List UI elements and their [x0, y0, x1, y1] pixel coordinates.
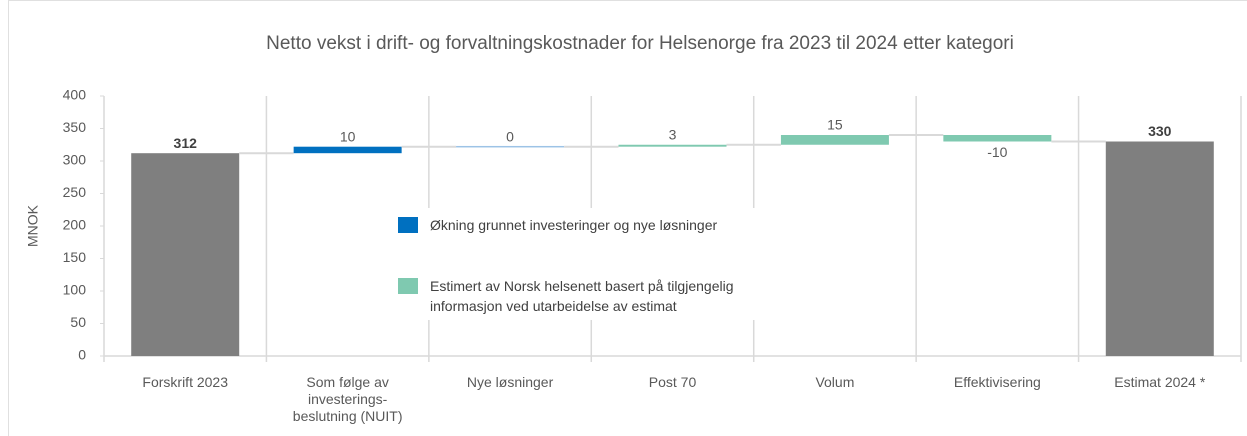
y-tick-label: 200 — [63, 217, 87, 233]
y-tick-label: 100 — [63, 282, 87, 298]
value-label: -10 — [987, 144, 1007, 160]
y-tick-label: 400 — [63, 87, 87, 103]
legend-label: Økning grunnet investeringer og nye løsn… — [430, 217, 718, 233]
y-tick-label: 300 — [63, 152, 87, 168]
value-label: 15 — [827, 117, 843, 133]
value-label: 312 — [174, 135, 198, 151]
x-tick-label: Forskrift 2023 — [142, 374, 228, 390]
bar — [943, 135, 1052, 142]
bar — [780, 135, 889, 145]
bar — [1105, 141, 1214, 356]
y-tick-label: 50 — [70, 314, 86, 330]
x-tick-label: Effektivisering — [953, 374, 1041, 390]
y-tick-label: 350 — [63, 119, 87, 135]
x-tick-label: Post 70 — [648, 374, 697, 390]
y-tick-label: 150 — [63, 249, 87, 265]
legend: Økning grunnet investeringer og nye løsn… — [390, 208, 790, 320]
bar — [293, 146, 402, 154]
legend-swatch — [398, 217, 418, 233]
y-tick-label: 0 — [78, 347, 86, 363]
chart-title: Netto vekst i drift- og forvaltningskost… — [266, 33, 1014, 54]
y-tick-label: 250 — [63, 184, 87, 200]
value-label: 3 — [669, 126, 677, 142]
legend-label: Estimert av Norsk helsenett basert på ti… — [430, 278, 734, 314]
bar — [456, 145, 565, 148]
y-axis-label: MNOK — [25, 204, 41, 247]
x-tick-label: Nye løsninger — [466, 374, 554, 390]
legend-swatch — [398, 278, 418, 294]
chart-frame — [8, 0, 1247, 436]
x-tick-label: Som følge av investerings-beslutning (NU… — [292, 374, 403, 424]
x-tick-label: Estimat 2024 * — [1114, 374, 1206, 390]
bar — [131, 153, 240, 356]
value-label: 330 — [1148, 123, 1172, 139]
bar — [618, 144, 727, 147]
value-label: 10 — [340, 128, 356, 144]
value-label: 0 — [506, 128, 514, 144]
x-tick-label: Volum — [815, 374, 855, 390]
